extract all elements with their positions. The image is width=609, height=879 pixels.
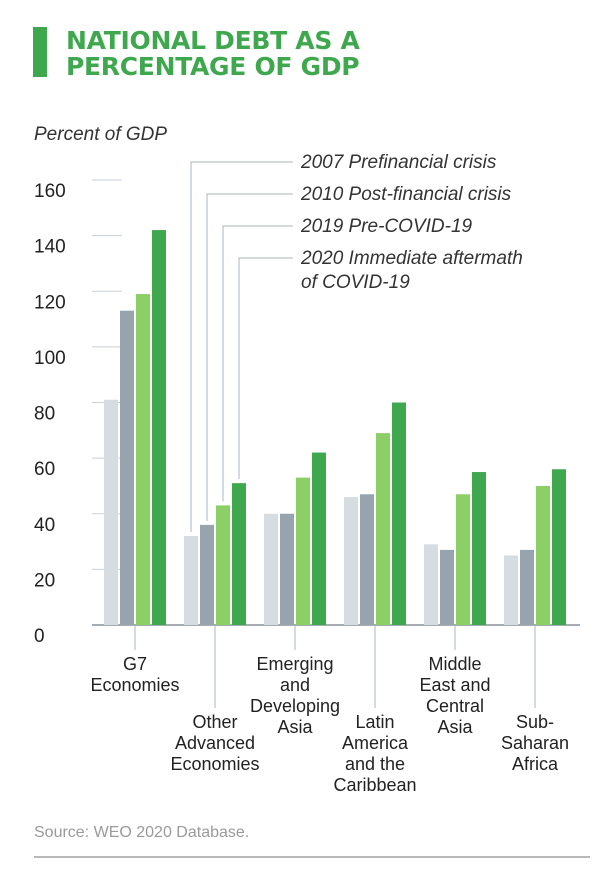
category-label: Other <box>192 712 237 732</box>
category-label: Emerging <box>256 654 333 674</box>
category-label: Asia <box>277 717 313 737</box>
bar-3-2 <box>216 505 230 625</box>
category-label: Africa <box>512 754 559 774</box>
bar-3-6 <box>536 485 550 625</box>
category-label: G7 <box>123 654 147 674</box>
legend-leader-line <box>190 161 293 532</box>
category-label: Central <box>426 696 484 716</box>
category-label: Advanced <box>175 733 255 753</box>
category-label: Sub- <box>516 712 554 732</box>
category-label: America <box>342 733 409 753</box>
y-tick-label: 60 <box>34 459 55 480</box>
bar-4-6 <box>552 469 566 625</box>
bar-3-1 <box>136 294 150 625</box>
bar-2-5 <box>440 549 454 625</box>
chart-title-line-2: PERCENTAGE OF GDP <box>66 52 360 81</box>
bar-3-3 <box>296 477 310 625</box>
bar-2-2 <box>200 524 214 625</box>
bar-1-2 <box>184 536 198 625</box>
category-label: Economies <box>90 675 179 695</box>
category-label: and <box>280 675 310 695</box>
legend-label: 2007 Prefinancial crisis <box>300 152 497 173</box>
bar-2-3 <box>280 513 294 625</box>
category-label: Latin <box>355 712 394 732</box>
legend-leader-line <box>206 193 293 521</box>
category-label: Asia <box>437 717 473 737</box>
legend-label: of COVID-19 <box>301 272 410 293</box>
bar-4-5 <box>472 472 486 625</box>
bar-1-6 <box>504 555 518 625</box>
category-label: Middle <box>428 654 481 674</box>
bar-4-3 <box>312 452 326 625</box>
y-tick-label: 160 <box>34 181 66 202</box>
bar-4-4 <box>392 402 406 625</box>
bar-4-2 <box>232 483 246 625</box>
bar-3-5 <box>456 494 470 625</box>
category-label: Economies <box>170 754 259 774</box>
bar-1-3 <box>264 513 278 625</box>
y-tick-label: 0 <box>34 626 45 647</box>
bar-1-1 <box>104 399 118 625</box>
source-note: Source: WEO 2020 Database. <box>34 824 250 841</box>
category-label: Saharan <box>501 733 569 753</box>
category-label: Developing <box>250 696 340 716</box>
source-divider <box>34 856 590 858</box>
bar-4-1 <box>152 230 166 625</box>
y-tick-label: 40 <box>34 515 55 536</box>
y-tick-label: 120 <box>34 292 66 313</box>
bar-1-5 <box>424 544 438 625</box>
bar-2-6 <box>520 549 534 625</box>
title-accent-bar <box>33 27 47 77</box>
category-label: and the <box>345 754 405 774</box>
category-label: East and <box>419 675 490 695</box>
legend-leader-line <box>222 225 293 502</box>
chart-title-line-1: NATIONAL DEBT AS A <box>66 26 360 55</box>
legend-label: 2020 Immediate aftermath <box>300 248 523 269</box>
legend-label: 2019 Pre-COVID-19 <box>300 216 473 237</box>
legend-leader-line <box>238 257 293 480</box>
bar-3-4 <box>376 433 390 625</box>
y-tick-label: 20 <box>34 570 55 591</box>
bar-2-4 <box>360 494 374 625</box>
legend-label: 2010 Post-financial crisis <box>300 184 512 205</box>
y-tick-label: 80 <box>34 404 55 425</box>
category-label: Caribbean <box>333 775 416 795</box>
y-tick-label: 100 <box>34 348 66 369</box>
y-axis-label: Percent of GDP <box>34 124 168 145</box>
bar-1-4 <box>344 497 358 625</box>
bar-2-1 <box>120 310 134 625</box>
y-tick-label: 140 <box>34 237 66 258</box>
